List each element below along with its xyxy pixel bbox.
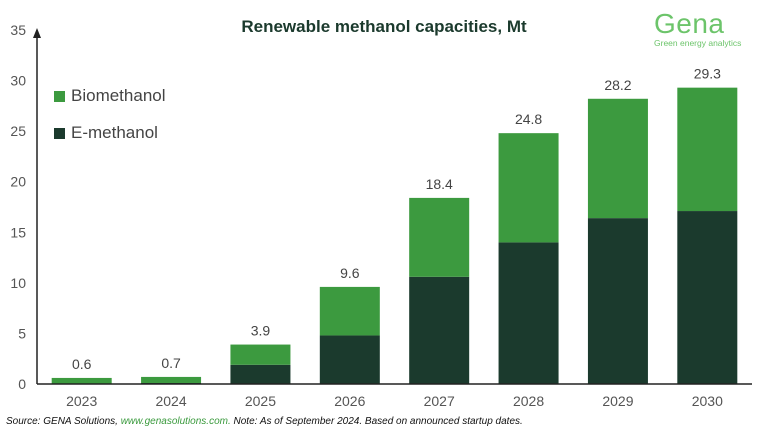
total-label-2024: 0.7 <box>161 355 181 371</box>
y-tick-label: 15 <box>10 224 26 240</box>
legend-label-biomethanol: Biomethanol <box>71 86 166 105</box>
y-tick-label: 10 <box>10 275 26 291</box>
source-link[interactable]: www.genasolutions.com. <box>120 416 231 427</box>
bar-biomethanol-2024 <box>141 376 202 383</box>
bar-e-methanol-2028 <box>498 242 559 384</box>
y-tick-label: 30 <box>10 73 26 89</box>
x-tick-label-2027: 2027 <box>424 393 455 409</box>
logo-name: Gena <box>654 8 725 39</box>
x-tick-label-2028: 2028 <box>513 393 544 409</box>
total-label-2029: 28.2 <box>604 77 631 93</box>
x-tick-label-2026: 2026 <box>334 393 365 409</box>
y-tick-label: 20 <box>10 174 26 190</box>
bar-e-methanol-2025 <box>230 364 291 384</box>
source-note: Source: GENA Solutions, www.genasolution… <box>6 416 523 427</box>
bar-e-methanol-2030 <box>677 211 738 384</box>
total-label-2026: 9.6 <box>340 265 360 281</box>
bar-biomethanol-2025 <box>230 344 291 365</box>
x-tick-label-2023: 2023 <box>66 393 97 409</box>
logo-tagline: Green energy analytics <box>654 38 742 48</box>
source-note-text: Note: As of September 2024. Based on ann… <box>230 416 523 427</box>
x-tick-label-2025: 2025 <box>245 393 276 409</box>
legend-item-biomethanol: Biomethanol <box>54 86 166 106</box>
total-label-2023: 0.6 <box>72 356 92 372</box>
y-tick-label: 35 <box>10 22 26 38</box>
bar-e-methanol-2026 <box>319 335 380 384</box>
total-label-2027: 18.4 <box>426 176 453 192</box>
bar-biomethanol-2028 <box>498 133 559 243</box>
y-axis-arrow-icon <box>33 28 41 38</box>
x-tick-label-2029: 2029 <box>602 393 633 409</box>
legend-swatch-biomethanol <box>54 90 65 102</box>
chart-title: Renewable methanol capacities, Mt <box>241 17 527 36</box>
bar-e-methanol-2027 <box>409 276 470 384</box>
legend-swatch-e-methanol <box>54 127 65 139</box>
bar-biomethanol-2027 <box>409 197 470 277</box>
y-tick-label: 25 <box>10 123 26 139</box>
bar-biomethanol-2026 <box>319 286 380 336</box>
bar-biomethanol-2023 <box>51 377 112 384</box>
x-tick-label-2024: 2024 <box>155 393 186 409</box>
total-label-2025: 3.9 <box>251 323 271 339</box>
total-label-2030: 29.3 <box>694 66 721 82</box>
gena-logo: Gena Green energy analytics <box>654 8 741 48</box>
bar-biomethanol-2030 <box>677 87 738 212</box>
bar-biomethanol-2029 <box>587 98 648 219</box>
y-tick-label: 5 <box>18 325 26 341</box>
x-tick-label-2030: 2030 <box>692 393 723 409</box>
total-label-2028: 24.8 <box>515 111 542 127</box>
y-tick-label: 0 <box>18 376 26 392</box>
legend-label-e-methanol: E-methanol <box>71 123 158 142</box>
bar-e-methanol-2029 <box>587 218 648 384</box>
legend-item-e-methanol: E-methanol <box>54 123 158 143</box>
source-prefix: Source: GENA Solutions, <box>6 416 121 427</box>
